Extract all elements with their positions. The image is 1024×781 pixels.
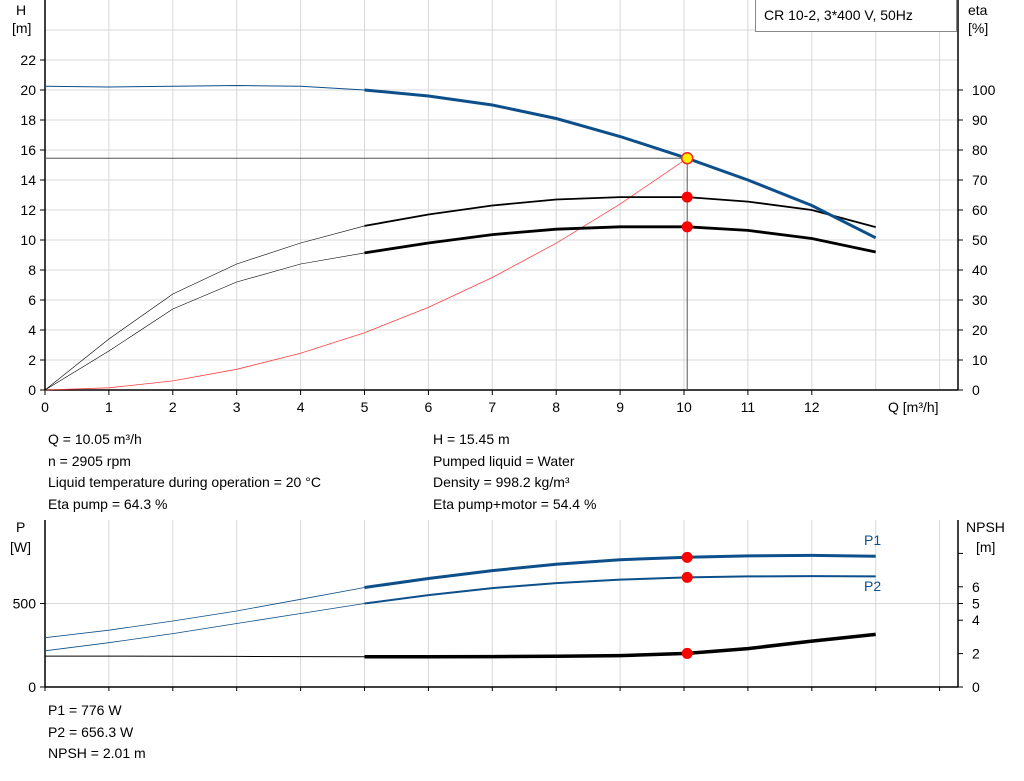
eta-pump-motor-curve-thin bbox=[44, 252, 365, 391]
npsh-tick-label: 2 bbox=[972, 646, 980, 662]
p-axis-unit: [W] bbox=[10, 539, 31, 555]
eta-tick-label: 80 bbox=[972, 142, 988, 158]
info-density: Density = 998.2 kg/m³ bbox=[433, 474, 570, 490]
npsh-axis-name: NPSH bbox=[966, 519, 1005, 535]
eta-pump-curve-thin bbox=[44, 225, 365, 391]
eta-tick-label: 100 bbox=[972, 82, 996, 98]
h-tick-label: 2 bbox=[28, 352, 36, 368]
h-tick-label: 14 bbox=[20, 172, 36, 188]
h-tick-label: 0 bbox=[28, 382, 36, 398]
eta-tick-label: 50 bbox=[972, 232, 988, 248]
q-tick-label: 6 bbox=[425, 399, 433, 415]
eta-pump-curve bbox=[364, 196, 876, 228]
q-tick-label: 12 bbox=[804, 399, 820, 415]
q-tick-label: 7 bbox=[488, 399, 496, 415]
eta-tick-label: 60 bbox=[972, 202, 988, 218]
p-tick-label: 500 bbox=[13, 596, 37, 612]
system-curve bbox=[44, 157, 688, 391]
p1-series-label: P1 bbox=[864, 532, 882, 548]
info-q: Q = 10.05 m³/h bbox=[48, 431, 142, 447]
p2-curve-thin bbox=[44, 603, 365, 652]
info-p2: P2 = 656.3 W bbox=[48, 723, 134, 740]
h-curve-thin bbox=[44, 84, 365, 91]
p1-curve-thin bbox=[44, 587, 365, 639]
info-eta-pump-motor: Eta pump+motor = 54.4 % bbox=[433, 495, 597, 512]
npsh-curve bbox=[364, 632, 876, 659]
q-tick-label: 1 bbox=[105, 399, 113, 415]
q-tick-label: 4 bbox=[297, 399, 305, 415]
q-tick-label: 9 bbox=[616, 399, 624, 415]
h-axis-unit: [m] bbox=[12, 20, 32, 36]
eta-tick-label: 10 bbox=[972, 352, 988, 368]
npsh-tick-label: 5 bbox=[972, 596, 980, 612]
h-tick-label: 20 bbox=[20, 82, 36, 98]
info-h: H = 15.45 m bbox=[433, 431, 510, 447]
eta-pump-motor-point bbox=[681, 221, 693, 233]
eta-tick-label: 90 bbox=[972, 112, 988, 128]
p2-point bbox=[681, 571, 693, 583]
eta-tick-label: 40 bbox=[972, 262, 988, 278]
p-axis-name: P bbox=[16, 519, 26, 535]
p2-curve bbox=[364, 575, 876, 605]
eta-tick-label: 20 bbox=[972, 322, 988, 338]
p1-curve bbox=[364, 553, 876, 589]
q-tick-label: 0 bbox=[41, 399, 49, 415]
eta-tick-label: 70 bbox=[972, 172, 988, 188]
h-tick-label: 4 bbox=[28, 322, 36, 338]
q-tick-label: 3 bbox=[233, 399, 241, 415]
p-tick-label: 0 bbox=[28, 679, 36, 695]
info-bottom: P1 = 776 W P2 = 656.3 W NPSH = 2.01 m bbox=[48, 700, 146, 765]
h-tick-label: 10 bbox=[20, 232, 36, 248]
npsh-axis-unit: [m] bbox=[976, 539, 996, 555]
info-temp: Liquid temperature during operation = 20… bbox=[48, 474, 321, 490]
q-axis-label: Q [m³/h] bbox=[888, 399, 939, 415]
h-tick-label: 6 bbox=[28, 292, 36, 308]
q-tick-label: 11 bbox=[741, 399, 756, 415]
eta-tick-label: 30 bbox=[972, 292, 988, 308]
h-tick-label: 18 bbox=[20, 112, 36, 128]
npsh-point bbox=[681, 647, 693, 659]
h-tick-label: 22 bbox=[20, 52, 36, 68]
eta-axis-name: eta bbox=[968, 2, 988, 18]
h-tick-label: 12 bbox=[20, 202, 36, 218]
npsh-tick-label: 6 bbox=[972, 579, 980, 595]
info-top-left: Q = 10.05 m³/h n = 2905 rpm Liquid tempe… bbox=[48, 429, 321, 515]
q-tick-label: 5 bbox=[361, 399, 369, 415]
eta-pump-motor-curve bbox=[364, 225, 876, 255]
info-top-right: H = 15.45 m Pumped liquid = Water Densit… bbox=[433, 429, 596, 515]
info-n: n = 2905 rpm bbox=[48, 452, 131, 469]
npsh-tick-label: 4 bbox=[972, 612, 980, 628]
eta-axis-unit: [%] bbox=[968, 20, 989, 36]
info-eta-pump: Eta pump = 64.3 % bbox=[48, 495, 168, 512]
npsh-tick-label: 0 bbox=[972, 679, 980, 695]
q-tick-label: 8 bbox=[552, 399, 560, 415]
duty-point bbox=[680, 152, 694, 165]
h-tick-label: 8 bbox=[28, 262, 36, 278]
p2-series-label: P2 bbox=[864, 578, 882, 594]
info-npsh: NPSH = 2.01 m bbox=[48, 745, 146, 761]
h-axis-name: H bbox=[16, 2, 27, 18]
pump-legend-box: CR 10-2, 3*400 V, 50Hz bbox=[755, 0, 957, 32]
p1-point bbox=[681, 551, 693, 563]
q-tick-label: 10 bbox=[676, 399, 692, 415]
h-curve bbox=[364, 88, 877, 240]
eta-tick-label: 0 bbox=[972, 382, 980, 398]
h-tick-label: 16 bbox=[20, 142, 36, 158]
npsh-curve-thin bbox=[45, 655, 365, 658]
q-tick-label: 2 bbox=[169, 399, 177, 415]
eta-pump-point bbox=[681, 191, 693, 203]
info-p1: P1 = 776 W bbox=[48, 702, 122, 718]
info-liquid: Pumped liquid = Water bbox=[433, 452, 575, 469]
